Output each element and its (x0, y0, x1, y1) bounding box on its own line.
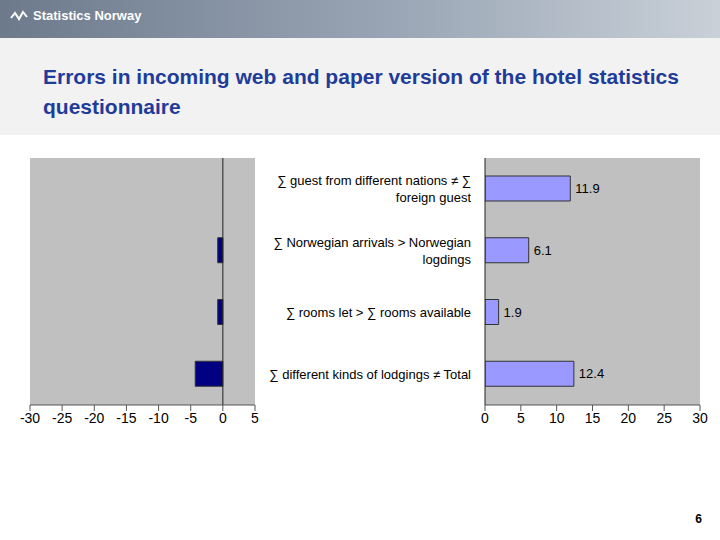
html-text:Statistics Norway: Statistics Norway (33, 8, 142, 23)
svg-text:30: 30 (692, 410, 708, 426)
svg-text:20: 20 (621, 410, 637, 426)
html-text:6: 6 (695, 512, 702, 526)
svg-text:0: 0 (481, 410, 489, 426)
html-text:Errors in incoming web and pap: Errors in incoming web and paper version… (43, 65, 679, 118)
svg-text:-20: -20 (84, 410, 104, 426)
svg-text:25: 25 (656, 410, 672, 426)
svg-text:5: 5 (517, 410, 525, 426)
svg-text:-10: -10 (148, 410, 168, 426)
html-text:∑ different kinds of lodgings: ∑ different kinds of lodgings ≠ Total (269, 366, 471, 382)
svg-text:-15: -15 (116, 410, 136, 426)
html-text:∑ Norwegian arrivals > Norwegi: ∑ Norwegian arrivals > Norwegian logding… (273, 234, 471, 267)
svg-text:-25: -25 (52, 410, 72, 426)
html-text:∑ guest from different nations: ∑ guest from different nations ≠ ∑ forei… (277, 172, 471, 205)
svg-text:-30: -30 (20, 410, 40, 426)
svg-text:12.4: 12.4 (579, 366, 604, 381)
svg-text:11.9: 11.9 (575, 181, 599, 196)
svg-text:10: 10 (549, 410, 565, 426)
svg-text:0: 0 (219, 410, 227, 426)
svg-text:5: 5 (251, 410, 259, 426)
svg-text:15: 15 (585, 410, 601, 426)
html-text:∑ rooms let > ∑ rooms availabl: ∑ rooms let > ∑ rooms available (285, 304, 471, 320)
svg-text:-5: -5 (184, 410, 197, 426)
svg-text:6.1: 6.1 (534, 243, 552, 258)
svg-text:1.9: 1.9 (504, 305, 522, 320)
